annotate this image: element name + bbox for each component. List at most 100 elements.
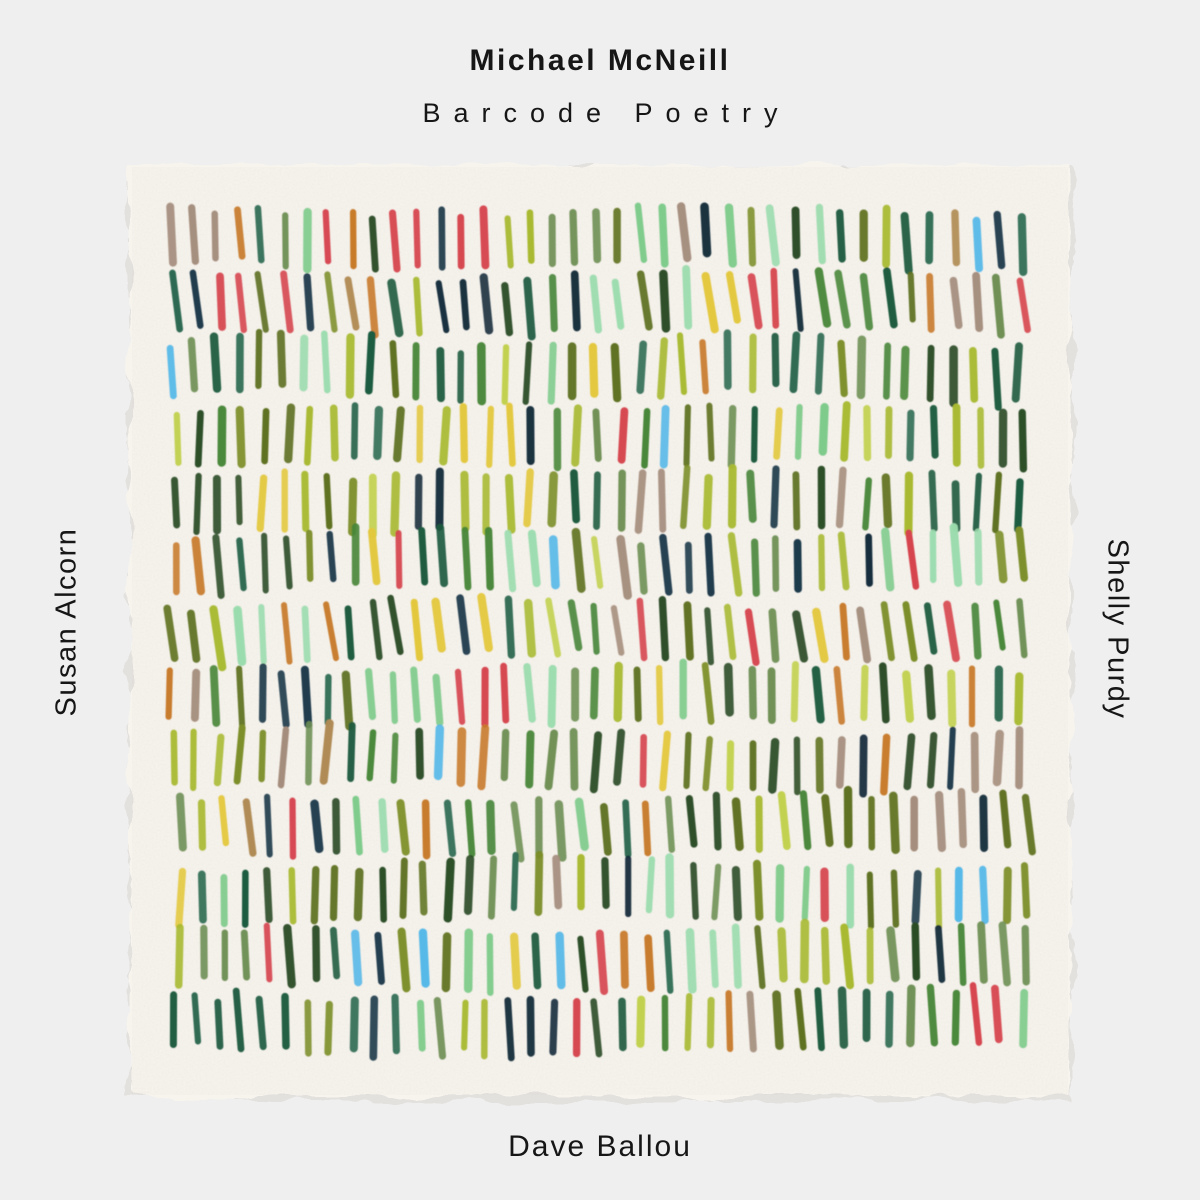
paint-stroke (682, 265, 693, 330)
paint-stroke (911, 870, 922, 925)
paint-stroke (457, 213, 465, 270)
paint-stroke (833, 665, 846, 725)
paint-stroke (368, 215, 379, 273)
paint-stroke (531, 932, 542, 990)
paint-stroke (235, 474, 243, 526)
paint-stroke (441, 932, 452, 993)
paint-stroke (634, 202, 648, 264)
paint-stroke (523, 276, 536, 341)
paint-stroke (591, 535, 604, 589)
paint-stroke (256, 474, 268, 532)
paint-stroke (890, 869, 900, 928)
paint-stroke (283, 923, 296, 989)
paint-stroke (951, 480, 961, 533)
paint-stroke (889, 791, 900, 855)
paint-stroke (992, 471, 1003, 534)
paint-stroke (777, 927, 788, 983)
paint-stroke (765, 204, 780, 267)
paint-stroke (812, 607, 829, 663)
paint-stroke (799, 918, 810, 984)
paint-stroke (951, 989, 961, 1046)
paint-stroke (727, 532, 743, 597)
paint-stroke (815, 203, 826, 265)
paint-stroke (418, 526, 429, 586)
paint-stroke (835, 466, 847, 529)
paint-stroke (212, 534, 225, 599)
paint-stroke (747, 273, 763, 330)
paint-stroke (443, 799, 457, 858)
paint-stroke (770, 267, 780, 329)
paint-stroke (748, 665, 757, 720)
paint-stroke (378, 798, 389, 853)
paint-stroke (263, 922, 273, 983)
paint-stroke (723, 329, 732, 390)
paint-stroke (731, 865, 742, 922)
paint-stroke (213, 733, 225, 787)
paint-stroke (1018, 408, 1028, 473)
paint-stroke (1016, 598, 1028, 659)
paint-stroke (435, 467, 444, 531)
paint-stroke (676, 202, 692, 263)
paint-stroke (548, 535, 560, 590)
credit-shelly-purdy: Shelly Purdy (1101, 538, 1134, 720)
paint-stroke (477, 724, 490, 791)
paint-stroke (684, 993, 693, 1051)
paint-stroke (413, 208, 421, 269)
paint-stroke (951, 209, 961, 267)
paint-stroke (836, 209, 846, 263)
paint-stroke (351, 402, 359, 460)
paint-stroke (856, 335, 867, 400)
paint-stroke (165, 667, 173, 720)
paint-stroke (410, 666, 421, 723)
paint-stroke (548, 273, 558, 333)
paint-stroke (999, 789, 1012, 849)
paint-stroke (935, 924, 946, 983)
paint-stroke (746, 990, 757, 1053)
paint-stroke (900, 211, 913, 275)
paint-stroke (368, 527, 381, 586)
paint-stroke (685, 795, 698, 848)
paint-stroke (863, 405, 872, 462)
paint-stroke (351, 929, 363, 987)
paint-stroke (547, 341, 557, 405)
paint-stroke (794, 987, 807, 1051)
paint-stroke (395, 530, 403, 589)
credit-susan-alcorn: Susan Alcorn (50, 527, 83, 717)
paint-stroke (636, 597, 648, 662)
paint-stroke (636, 995, 646, 1048)
paint-stroke (613, 661, 623, 723)
paint-stroke (683, 731, 692, 790)
paint-stroke (261, 407, 270, 465)
paint-stroke (439, 406, 451, 466)
paint-stroke (613, 728, 626, 786)
paint-stroke (341, 670, 354, 731)
paint-stroke (588, 342, 599, 398)
paint-stroke (659, 405, 670, 469)
paint-stroke (957, 922, 967, 987)
paint-stroke (753, 859, 764, 921)
paint-stroke (534, 850, 544, 916)
paint-stroke (815, 736, 824, 794)
paint-stroke (665, 795, 675, 853)
album-artwork (128, 165, 1072, 1100)
paint-stroke (235, 405, 246, 469)
paint-stroke (433, 996, 447, 1060)
paint-stroke (934, 790, 947, 853)
paint-stroke (344, 605, 355, 661)
paint-stroke (254, 205, 265, 264)
paint-stroke (304, 405, 314, 466)
paint-stroke (504, 595, 516, 659)
paint-stroke (170, 729, 178, 786)
paint-stroke (348, 477, 358, 537)
paint-stroke (432, 673, 444, 727)
paint-stroke (704, 532, 715, 597)
paint-stroke (902, 670, 915, 723)
paint-stroke (323, 472, 333, 530)
paint-stroke (329, 404, 339, 462)
paint-stroke (791, 206, 801, 259)
paint-stroke (255, 995, 267, 1051)
paint-stroke (881, 527, 895, 592)
paint-stroke (592, 208, 602, 264)
paint-stroke (396, 799, 410, 856)
paint-stroke (883, 267, 898, 329)
